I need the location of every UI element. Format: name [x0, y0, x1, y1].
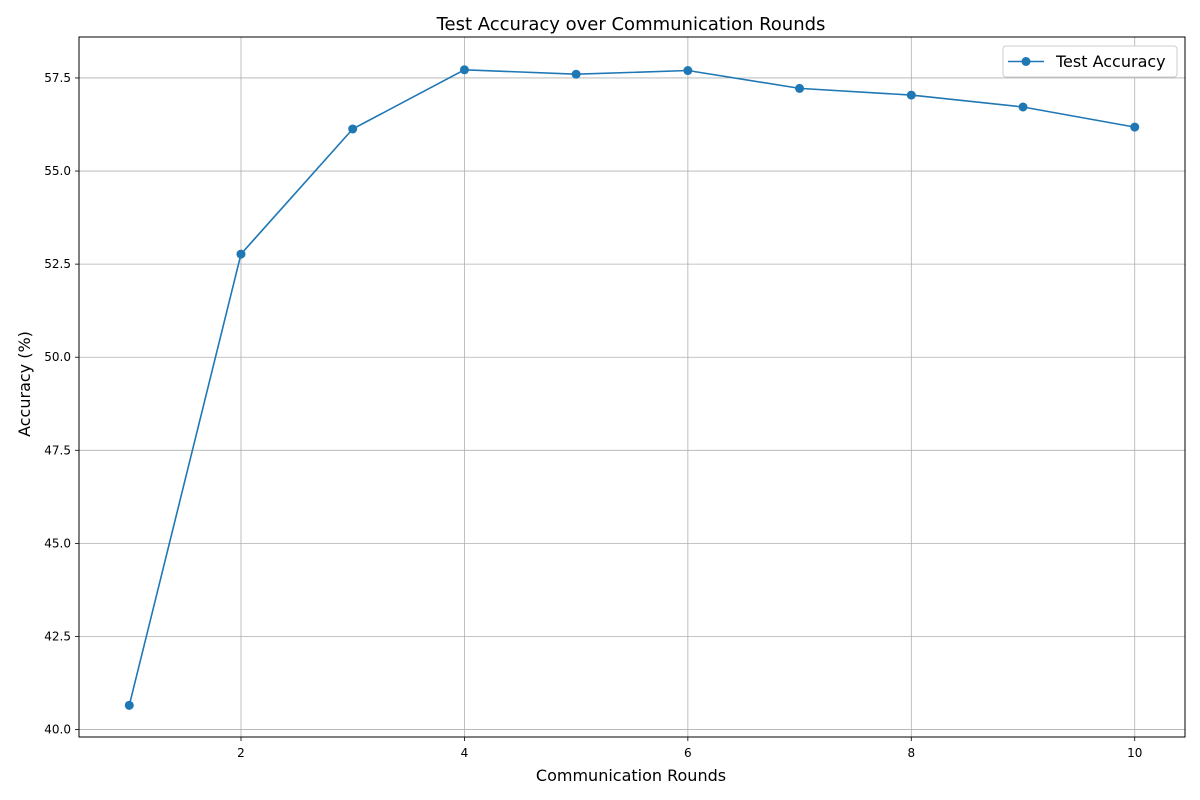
data-point	[1018, 102, 1028, 112]
data-point	[459, 65, 469, 75]
legend-box	[1002, 45, 1178, 78]
y-tick-label: 45.0	[44, 536, 71, 550]
legend-label: Test Accuracy	[1055, 52, 1166, 71]
data-point	[124, 700, 134, 710]
x-tick-label: 10	[1127, 746, 1142, 760]
chart-title: Test Accuracy over Communication Rounds	[436, 14, 826, 35]
y-tick-label: 57.5	[44, 71, 71, 85]
x-tick-label: 8	[907, 746, 915, 760]
grid	[79, 37, 1185, 737]
data-point	[236, 249, 246, 259]
series-layer	[124, 65, 1140, 710]
y-axis-label: Accuracy (%)	[15, 331, 34, 437]
x-axis-label: Communication Rounds	[536, 766, 726, 785]
x-tick-label: 4	[461, 746, 469, 760]
data-point	[683, 66, 693, 76]
ticks: 2 4 6 8 10 40.0 42.5 45.0 47.5 50.0 52.5 55.0 57.5	[44, 71, 1142, 760]
plot-frame	[78, 36, 1186, 738]
series-line	[128, 68, 1135, 706]
y-tick-label: 50.0	[44, 350, 71, 364]
data-point	[1130, 122, 1140, 132]
data-point	[906, 90, 916, 100]
legend-marker-swatch	[1021, 57, 1031, 66]
data-point	[571, 69, 581, 79]
legend: Test Accuracy	[1002, 45, 1178, 78]
y-tick-label: 55.0	[44, 164, 71, 178]
y-tick-label: 52.5	[44, 257, 71, 271]
x-tick-label: 2	[237, 746, 245, 760]
x-tick-label: 6	[684, 746, 692, 760]
data-point	[348, 124, 358, 134]
y-tick-label: 47.5	[44, 443, 71, 457]
y-tick-label: 40.0	[44, 723, 71, 737]
y-tick-label: 42.5	[44, 629, 71, 643]
data-point	[795, 83, 805, 93]
